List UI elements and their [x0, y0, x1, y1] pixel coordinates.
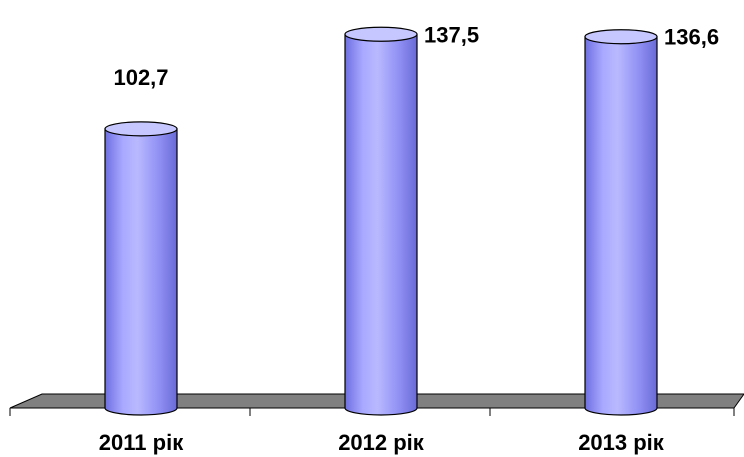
- data-label: 137,5: [424, 22, 479, 47]
- bars-group: [104, 26, 658, 416]
- bar-body: [344, 33, 418, 416]
- bar: [584, 29, 658, 416]
- data-label: 102,7: [113, 65, 168, 90]
- bar-top: [344, 26, 418, 42]
- bar: [344, 26, 418, 416]
- x-tick-label: 2011 рік: [99, 430, 184, 455]
- bar-body: [584, 36, 658, 416]
- data-label: 136,6: [664, 25, 719, 50]
- bar-top: [584, 29, 658, 45]
- bar-body: [104, 128, 178, 416]
- x-tick-label: 2013 рік: [578, 430, 665, 455]
- bar: [104, 121, 178, 416]
- labels-group: 102,7 2011 рік 137,5 2012 рік 136,6 2013 рік: [99, 22, 719, 455]
- bar-top: [104, 121, 178, 137]
- x-tick-label: 2012 рік: [338, 430, 425, 455]
